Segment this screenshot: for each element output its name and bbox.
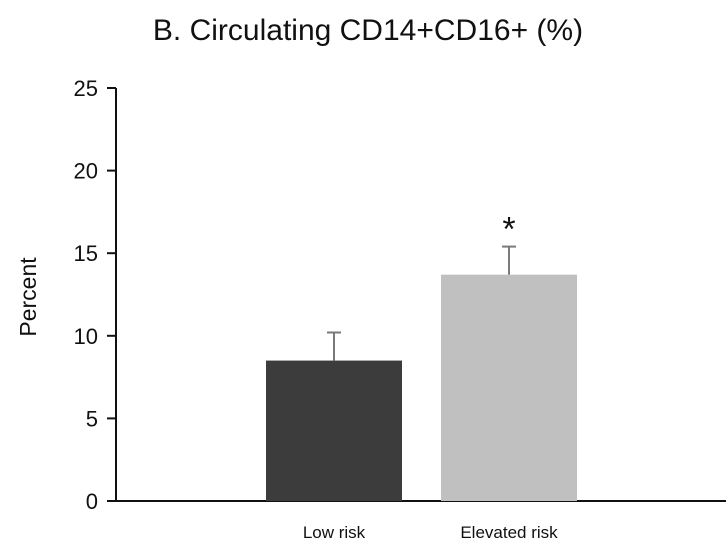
category-labels: Low risk Elevated risk [303,523,558,542]
chart-title: B. Circulating CD14+CD16+ (%) [152,14,584,47]
y-tick-label: 25 [74,76,98,101]
y-tick-label: 0 [86,489,98,514]
bars: * [266,211,577,501]
y-axis-title: Percent [15,257,41,337]
x-category-label: Low risk [303,523,366,542]
bar-low-risk [266,360,402,501]
y-tick-label: 15 [74,241,98,266]
y-ticks: 0 5 10 15 20 25 [74,76,116,514]
y-tick-label: 10 [74,324,98,349]
significance-marker: * [502,211,515,249]
x-category-label: Elevated risk [460,523,558,542]
y-tick-label: 5 [86,406,98,431]
bar-elevated-risk [441,274,577,501]
y-tick-label: 20 [74,159,98,184]
